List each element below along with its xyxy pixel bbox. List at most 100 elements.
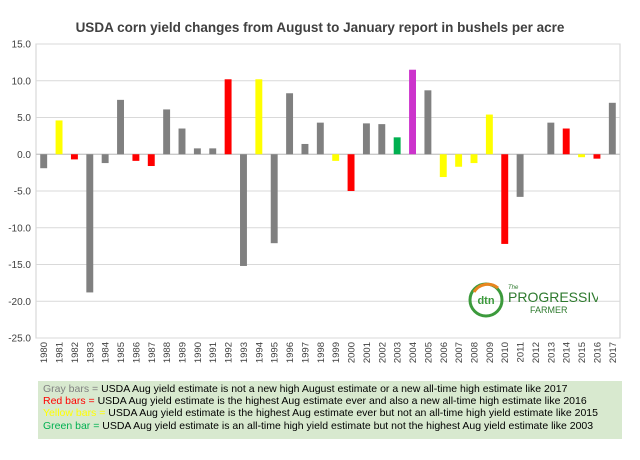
logo-mark: dtn <box>477 295 494 307</box>
y-tick-label: 10.0 <box>12 76 32 87</box>
x-tick-label: 2004 <box>408 342 419 363</box>
bar-2008 <box>470 154 478 164</box>
x-tick-label: 2015 <box>577 342 588 363</box>
x-tick-label: 2002 <box>377 342 388 363</box>
y-tick-label: 15.0 <box>12 40 32 51</box>
y-tick-label: -10.0 <box>8 223 31 234</box>
x-tick-label: 2003 <box>393 342 404 363</box>
bar-2005 <box>424 90 432 155</box>
bar-2007 <box>455 154 463 167</box>
x-tick-label: 1995 <box>270 342 281 363</box>
bar-2014 <box>562 128 570 155</box>
bar-1994 <box>255 79 263 155</box>
x-tick-label: 2010 <box>500 342 511 363</box>
bar-1997 <box>301 143 309 155</box>
bar-2004 <box>409 69 416 155</box>
x-tick-label: 2011 <box>516 342 527 362</box>
y-tick-label: -25.0 <box>8 334 31 345</box>
bar-2010 <box>501 154 509 244</box>
bar-1993 <box>240 154 247 266</box>
bar-2000 <box>347 154 355 191</box>
bar-1992 <box>224 79 232 155</box>
logo-line1: The <box>508 285 519 291</box>
x-tick-label: 1994 <box>254 342 265 363</box>
bar-2006 <box>439 154 447 178</box>
legend-text-red: USDA Aug yield estimate is the highest A… <box>97 395 587 408</box>
bar-1982 <box>70 154 78 160</box>
legend-text-green: USDA Aug yield estimate is an all-time h… <box>102 419 594 432</box>
x-tick-label: 1981 <box>55 342 66 363</box>
bar-2011 <box>516 154 524 197</box>
x-tick-label: 1992 <box>224 342 235 363</box>
bar-2017 <box>608 102 616 155</box>
bar-1988 <box>163 109 171 155</box>
bar-1999 <box>332 154 340 161</box>
bar-1985 <box>117 99 124 155</box>
logo-line3: FARMER <box>530 305 568 315</box>
chart-title: USDA corn yield changes from August to J… <box>75 20 565 35</box>
x-tick-label: 1986 <box>131 342 142 363</box>
x-tick-label: 2016 <box>592 342 603 363</box>
y-tick-label: 5.0 <box>17 113 31 124</box>
bar-1998 <box>316 122 324 155</box>
y-tick-label: -20.0 <box>8 297 31 308</box>
legend-item-yellow: Yellow bars = USDA Aug yield estimate is… <box>43 407 622 419</box>
bar-1990 <box>193 148 201 155</box>
y-tick-label: 0.0 <box>17 150 31 161</box>
bar-2001 <box>362 123 370 155</box>
y-tick-label: -5.0 <box>14 187 32 198</box>
x-tick-label: 1983 <box>85 342 96 363</box>
y-tick-label: -15.0 <box>8 260 31 271</box>
legend-text-gray: USDA Aug yield estimate is not a new hig… <box>101 383 568 395</box>
bar-2015 <box>578 154 586 158</box>
x-tick-label: 1991 <box>208 342 219 363</box>
x-tick-label: 1984 <box>101 342 112 363</box>
x-tick-label: 2001 <box>362 342 373 363</box>
x-tick-label: 2013 <box>546 342 557 363</box>
x-tick-label: 1982 <box>70 342 81 363</box>
bar-1995 <box>270 154 278 244</box>
legend-key-red: Red bars = <box>43 395 98 408</box>
x-tick-label: 2006 <box>439 342 450 363</box>
bar-1987 <box>147 154 155 167</box>
x-tick-label: 2012 <box>531 342 542 363</box>
bar-1986 <box>132 154 140 161</box>
legend: Gray bars = USDA Aug yield estimate is n… <box>38 381 622 439</box>
x-tick-label: 2017 <box>608 342 619 363</box>
x-tick-label: 1987 <box>147 342 158 363</box>
bar-2013 <box>547 122 555 155</box>
x-tick-label: 2009 <box>485 342 496 363</box>
logo-arc-icon <box>472 282 499 293</box>
x-tick-label: 1988 <box>162 342 173 363</box>
legend-key-yellow: Yellow bars = <box>43 407 109 420</box>
bar-2016 <box>593 154 601 159</box>
x-tick-label: 1980 <box>39 342 50 363</box>
bar-2003 <box>393 137 401 155</box>
x-tick-label: 2014 <box>562 342 573 363</box>
bar-1981 <box>55 120 63 155</box>
legend-key-green: Green bar = <box>43 419 103 432</box>
x-tick-label: 1998 <box>316 342 327 363</box>
x-tick-label: 1990 <box>193 342 204 363</box>
x-tick-label: 1989 <box>178 342 189 363</box>
bar-2009 <box>485 114 493 155</box>
bar-2002 <box>378 124 386 155</box>
x-tick-label: 2007 <box>454 342 465 363</box>
bar-1991 <box>209 148 217 155</box>
x-tick-label: 1997 <box>300 342 311 363</box>
legend-item-gray: Gray bars = USDA Aug yield estimate is n… <box>43 383 622 395</box>
legend-item-green: Green bar = USDA Aug yield estimate is a… <box>43 420 622 432</box>
bar-1984 <box>101 154 109 164</box>
x-tick-label: 1996 <box>285 342 296 363</box>
bar-1980 <box>40 154 48 169</box>
x-tick-label: 1999 <box>331 342 342 363</box>
x-tick-label: 2000 <box>347 342 358 363</box>
legend-item-red: Red bars = USDA Aug yield estimate is th… <box>43 395 622 407</box>
bar-1996 <box>286 93 294 155</box>
x-tick-label: 1985 <box>116 342 127 363</box>
progressive-farmer-logo: dtn The PROGRESSIVE FARMER <box>468 282 598 318</box>
x-tick-label: 2008 <box>470 342 481 363</box>
legend-text-yellow: USDA Aug yield estimate is the highest A… <box>108 407 598 420</box>
